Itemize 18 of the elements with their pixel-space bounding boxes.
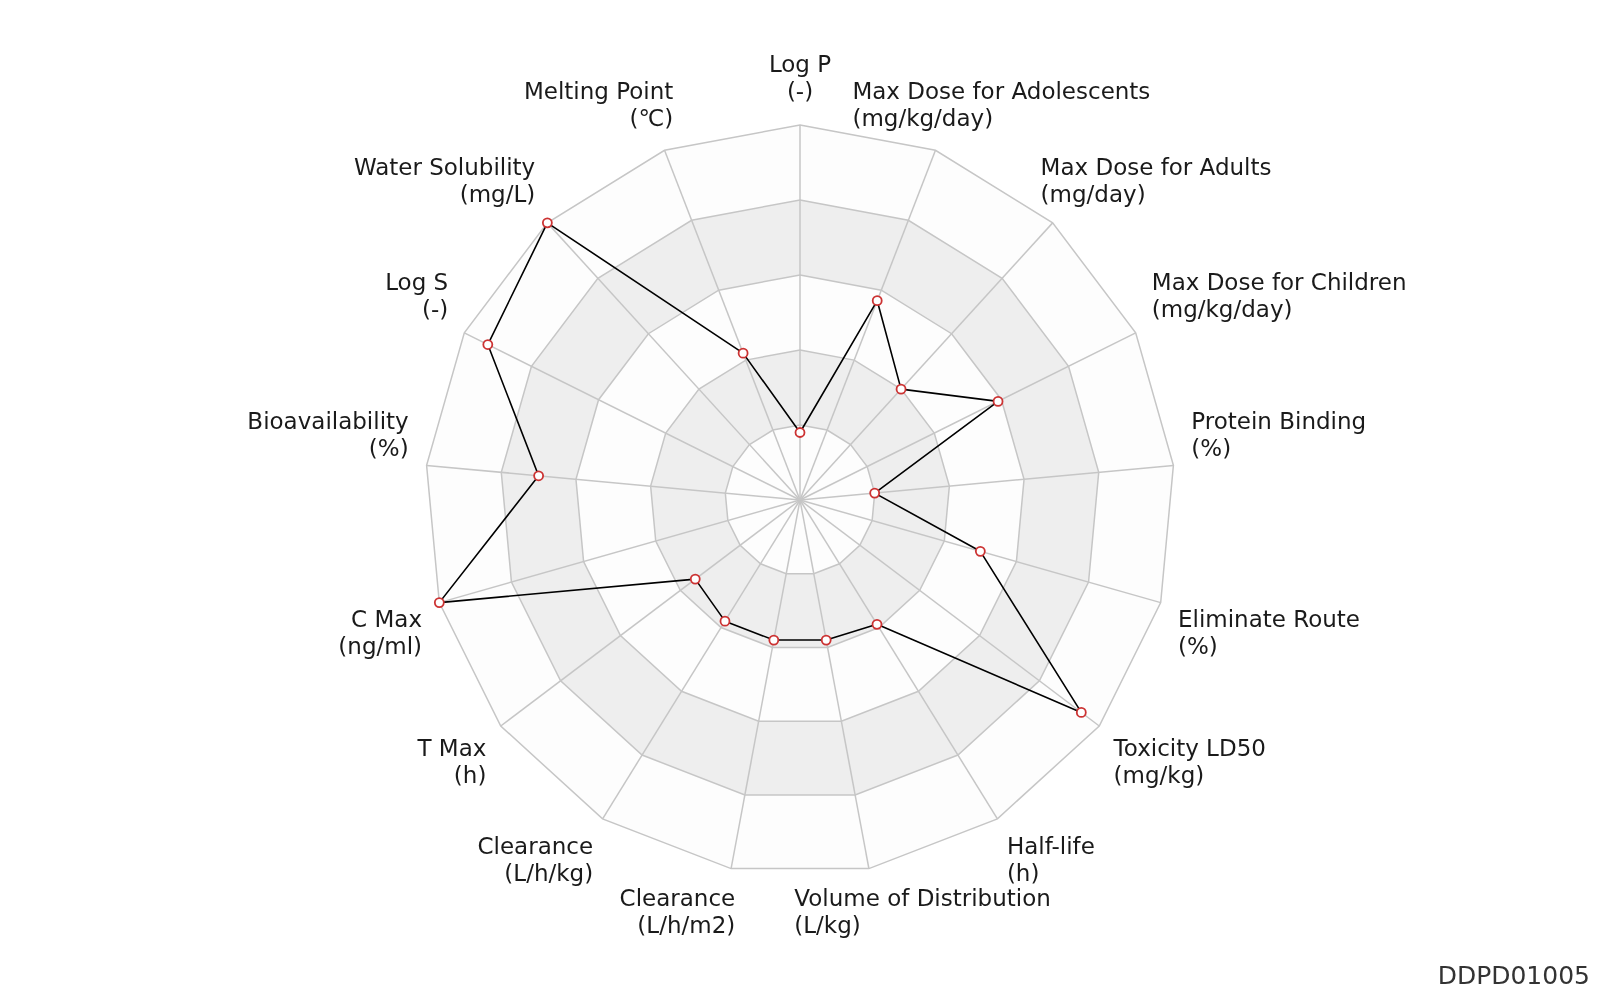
- spoke-label: T Max (h): [416, 735, 487, 789]
- spoke-label: Bioavailability (%): [247, 408, 409, 462]
- spoke-label: Max Dose for Adolescents (mg/kg/day): [852, 78, 1151, 132]
- spoke-label: Clearance (L/h/kg): [477, 832, 594, 886]
- spoke-label: C Max (ng/ml): [338, 606, 422, 660]
- spoke-label: Eliminate Route (%): [1178, 606, 1361, 660]
- spoke-label: Max Dose for Adults (mg/day): [1040, 154, 1272, 208]
- spoke-label: Log S (-): [385, 269, 449, 323]
- spoke-label: Clearance (L/h/m2): [619, 884, 736, 938]
- spoke-label: Protein Binding (%): [1191, 408, 1367, 462]
- spoke-label: Melting Point (℃): [523, 78, 674, 132]
- spoke-label: Log P (-): [768, 51, 832, 105]
- text: DDPD01005: [1437, 961, 1590, 990]
- spoke-label: Max Dose for Children (mg/kg/day): [1151, 269, 1407, 323]
- spoke-label: Water Solubility (mg/L): [353, 154, 536, 208]
- spoke-label: Volume of Distribution (L/kg): [794, 884, 1051, 938]
- spoke-label: Half-life (h): [1006, 832, 1095, 886]
- spoke-label: Toxicity LD50 (mg/kg): [1112, 735, 1266, 789]
